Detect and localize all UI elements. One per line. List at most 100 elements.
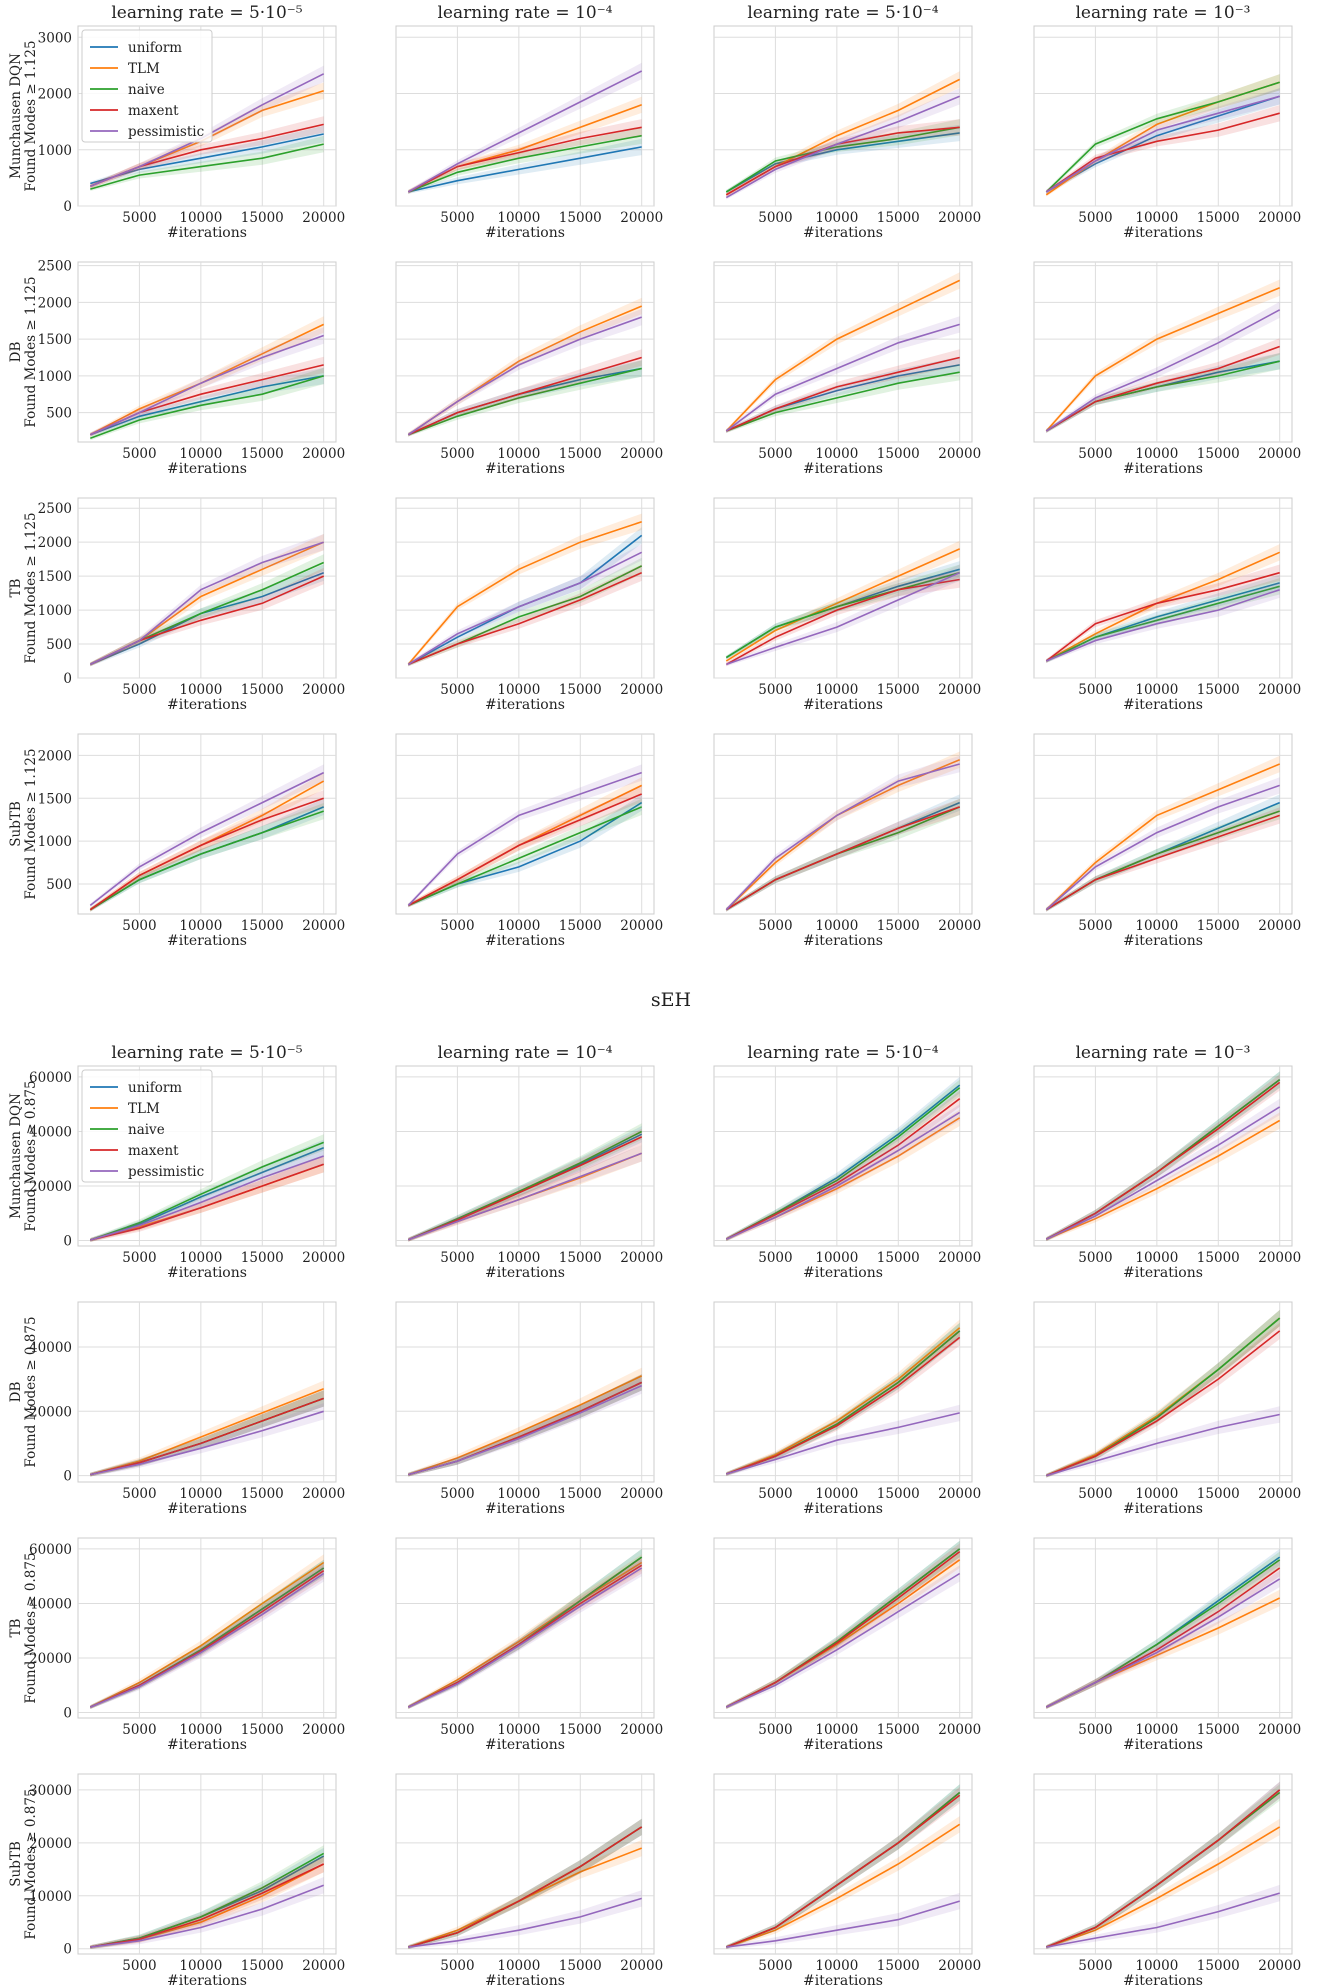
panel: 5000 10000 15000 20000 #iterations — [713, 497, 981, 713]
y-tick-label: 0 — [63, 199, 72, 215]
series-band-maxent — [90, 1562, 324, 1709]
series-line-maxent — [408, 1826, 643, 1948]
panel: 5000 10000 15000 20000 0 20000 40000 60000 #iter… — [29, 1065, 345, 1281]
series-line-pessimistic — [1045, 1578, 1281, 1708]
legend-label: maxent — [128, 1143, 179, 1159]
column-title: learning rate = 5·10⁻⁵ — [111, 1043, 302, 1063]
series-line-naive — [90, 143, 324, 190]
x-tick-label: 15000 — [241, 1958, 284, 1974]
panel: 5000 10000 15000 20000 #iterations — [713, 1773, 981, 1988]
series-band-tlm — [1046, 755, 1280, 912]
legend-label: TLM — [128, 61, 160, 77]
chart-block-1: learning rate = 5·10⁻⁵ learning rate = 10… — [8, 3, 1301, 949]
panel: 5000 10000 15000 20000 0 10000 20000 30000 #iter… — [29, 1773, 345, 1988]
series-line-maxent — [725, 356, 960, 432]
panel-frame — [713, 1065, 973, 1247]
panel-frame — [713, 25, 973, 207]
x-axis-label: #iterations — [803, 933, 883, 949]
series-band-uniform — [90, 367, 324, 437]
x-axis-label: #iterations — [803, 461, 883, 477]
series-line-naive — [89, 810, 324, 911]
series-line-naive — [726, 371, 960, 432]
x-tick-label: 15000 — [559, 210, 602, 226]
series-band-uniform — [1046, 1548, 1280, 1709]
x-axis-label: #iterations — [803, 1501, 883, 1517]
series-line-pessimistic — [726, 1412, 960, 1475]
panel: 5000 10000 15000 20000 #iterations — [395, 1065, 663, 1281]
y-axis-title: Found Modes ≥ 0.875 — [23, 1080, 39, 1231]
series-line-maxent — [1045, 112, 1280, 193]
y-tick-label: 20000 — [29, 1179, 72, 1195]
series-line-pessimistic — [407, 551, 643, 666]
series-band-maxent — [726, 571, 960, 667]
y-tick-label: 1500 — [38, 791, 72, 807]
series-band-maxent — [408, 785, 642, 908]
series-band-tlm — [1046, 279, 1280, 433]
legend-label: TLM — [128, 1101, 160, 1117]
panel-frame — [713, 1537, 973, 1719]
x-axis-label: #iterations — [167, 1737, 247, 1753]
panel-frame — [395, 1773, 655, 1955]
series-band-pessimistic — [726, 1565, 960, 1709]
y-axis-title: Found Modes ≥ 0.875 — [23, 1788, 39, 1939]
x-tick-label: 5000 — [1078, 210, 1112, 226]
series-band-tlm — [408, 297, 642, 437]
panel: 5000 10000 15000 20000 0 20000 40000 #iteration… — [29, 1301, 345, 1517]
series-band-tlm — [726, 272, 960, 433]
series-band-tlm — [726, 1551, 960, 1709]
x-tick-label: 5000 — [1078, 682, 1112, 698]
x-tick-label: 5000 — [122, 918, 156, 934]
x-tick-label: 10000 — [1135, 1958, 1178, 1974]
y-tick-label: 2000 — [38, 295, 72, 311]
series-band-tlm — [408, 96, 642, 194]
y-tick-label: 0 — [63, 671, 72, 687]
x-tick-label: 10000 — [1135, 446, 1178, 462]
y-tick-label: 2000 — [38, 535, 72, 551]
series-band-naive — [408, 1123, 642, 1242]
x-axis-label: #iterations — [167, 461, 247, 477]
series-band-tlm — [90, 1380, 324, 1477]
panel: 5000 10000 15000 20000 #iterations — [1033, 1773, 1301, 1988]
series-band-tlm — [726, 751, 960, 912]
series-line-maxent — [1045, 345, 1280, 432]
series-band-uniform — [726, 794, 960, 912]
x-axis-label: #iterations — [1123, 933, 1203, 949]
x-tick-label: 15000 — [559, 446, 602, 462]
x-axis-label: #iterations — [485, 1501, 565, 1517]
series-band-pessimistic — [726, 1104, 960, 1242]
x-tick-label: 20000 — [1258, 918, 1301, 934]
x-tick-label: 5000 — [758, 682, 792, 698]
x-tick-label: 5000 — [122, 682, 156, 698]
x-tick-label: 5000 — [758, 1722, 792, 1738]
series-line-pessimistic — [407, 771, 642, 906]
x-tick-label: 20000 — [302, 210, 345, 226]
panel-frame — [1033, 1537, 1293, 1719]
series-band-maxent — [90, 1390, 324, 1477]
series-band-uniform — [408, 527, 642, 667]
series-line-tlm — [1045, 286, 1281, 432]
series-band-pessimistic — [1046, 1570, 1280, 1709]
series-band-pessimistic — [726, 88, 960, 200]
series-line-pessimistic — [89, 771, 325, 907]
series-band-pessimistic — [1046, 301, 1280, 433]
series-line-maxent — [725, 1098, 961, 1240]
x-tick-label: 20000 — [1258, 682, 1301, 698]
series-band-maxent — [1046, 338, 1280, 433]
x-axis-label: #iterations — [803, 697, 883, 713]
series-line-naive — [725, 571, 960, 659]
x-tick-label: 20000 — [620, 918, 663, 934]
series-band-tlm — [408, 1367, 642, 1477]
series-band-pessimistic — [408, 308, 642, 437]
row-label: Munchausen DQN — [8, 53, 24, 179]
series-line-pessimistic — [1045, 309, 1281, 432]
x-tick-label: 15000 — [877, 918, 920, 934]
x-tick-label: 5000 — [758, 446, 792, 462]
series-band-maxent — [90, 567, 324, 667]
panel: 5000 10000 15000 20000 0 20000 40000 60000 #iter… — [29, 1537, 345, 1753]
series-band-maxent — [90, 356, 324, 437]
x-axis-label: #iterations — [167, 1265, 247, 1281]
y-tick-label: 40000 — [29, 1124, 72, 1140]
series-line-tlm — [1045, 1119, 1281, 1240]
x-tick-label: 15000 — [559, 918, 602, 934]
